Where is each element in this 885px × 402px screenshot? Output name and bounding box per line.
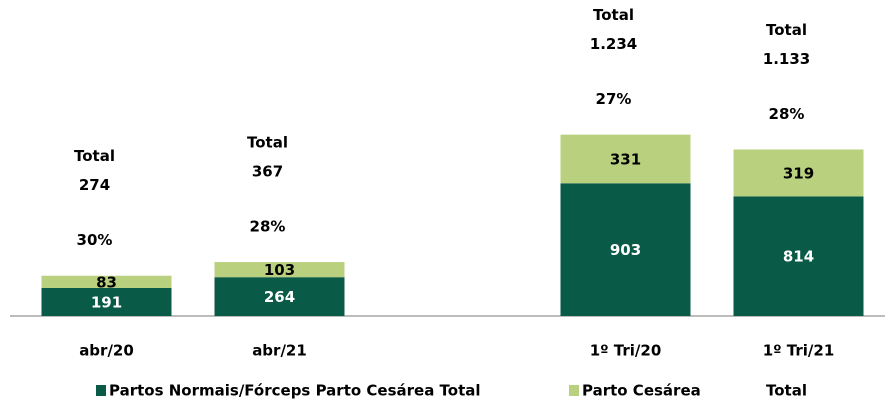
- total-label: 274: [79, 176, 110, 194]
- total-name: Total: [593, 6, 634, 24]
- share-label: 28%: [769, 105, 805, 123]
- bar-segment: [214, 277, 345, 316]
- legend-swatch: [569, 385, 579, 396]
- bar-segment: [733, 196, 864, 316]
- bar-segment: [41, 287, 172, 316]
- data-label: 331: [610, 150, 641, 168]
- x-tick-label: abr/20: [79, 342, 134, 360]
- data-label: 319: [783, 164, 814, 182]
- total-label: 1.133: [763, 50, 810, 68]
- share-label: 27%: [596, 90, 632, 108]
- legend-label: Parto Cesárea: [582, 382, 701, 400]
- data-label: 83: [96, 273, 117, 291]
- total-name: Total: [766, 21, 807, 39]
- legend-swatch: [96, 385, 106, 396]
- bar-segment: [733, 149, 864, 197]
- bar-segment: [41, 275, 172, 288]
- share-label: 28%: [250, 218, 286, 236]
- bar-segment: [214, 262, 345, 278]
- total-label: 367: [252, 163, 283, 181]
- x-tick-label: 1º Tri/20: [590, 342, 662, 360]
- data-label: 903: [610, 241, 641, 259]
- x-tick-label: abr/21: [252, 342, 307, 360]
- total-name: Total: [74, 147, 115, 165]
- total-label: 1.234: [590, 35, 637, 53]
- bar-segment: [560, 183, 691, 316]
- data-label: 191: [91, 293, 122, 311]
- share-label: 30%: [77, 231, 113, 249]
- total-name: Total: [247, 134, 288, 152]
- data-label: 264: [264, 288, 295, 306]
- legend-label: Total: [766, 382, 807, 400]
- data-label: 103: [264, 261, 295, 279]
- bar-segment: [560, 134, 691, 184]
- x-tick-label: 1º Tri/21: [763, 342, 835, 360]
- legend-label: Partos Normais/Fórceps Parto Cesárea Tot…: [109, 382, 481, 400]
- data-label: 814: [783, 248, 814, 266]
